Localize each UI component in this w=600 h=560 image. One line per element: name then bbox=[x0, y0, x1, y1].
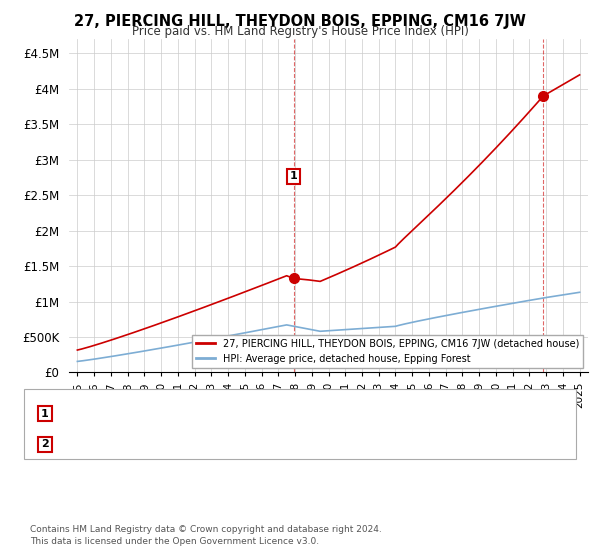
Text: This data is licensed under the Open Government Licence v3.0.: This data is licensed under the Open Gov… bbox=[30, 537, 319, 546]
Text: 12-DEC-2007: 12-DEC-2007 bbox=[81, 409, 155, 418]
Text: 290% ↑ HPI: 290% ↑ HPI bbox=[360, 440, 427, 449]
Text: 27, PIERCING HILL, THEYDON BOIS, EPPING, CM16 7JW: 27, PIERCING HILL, THEYDON BOIS, EPPING,… bbox=[74, 14, 526, 29]
Text: £1,325,000: £1,325,000 bbox=[225, 409, 288, 418]
Text: 2: 2 bbox=[41, 440, 49, 449]
Text: Contains HM Land Registry data © Crown copyright and database right 2024.: Contains HM Land Registry data © Crown c… bbox=[30, 525, 382, 534]
Text: Price paid vs. HM Land Registry's House Price Index (HPI): Price paid vs. HM Land Registry's House … bbox=[131, 25, 469, 38]
Text: 1: 1 bbox=[290, 171, 298, 181]
Text: £3,900,000: £3,900,000 bbox=[225, 440, 288, 449]
Text: 01-NOV-2022: 01-NOV-2022 bbox=[81, 440, 155, 449]
Text: 141% ↑ HPI: 141% ↑ HPI bbox=[360, 409, 427, 418]
Legend: 27, PIERCING HILL, THEYDON BOIS, EPPING, CM16 7JW (detached house), HPI: Average: 27, PIERCING HILL, THEYDON BOIS, EPPING,… bbox=[192, 335, 583, 367]
Text: 1: 1 bbox=[41, 409, 49, 418]
